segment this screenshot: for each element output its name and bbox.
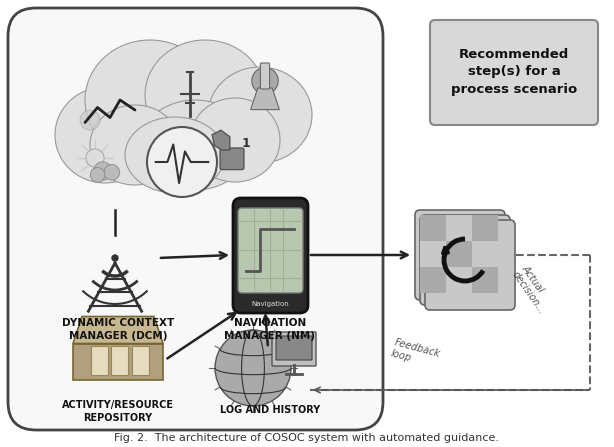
Bar — [420, 215, 446, 241]
Bar — [131, 346, 149, 375]
Text: Recommended
step(s) for a
process scenario: Recommended step(s) for a process scenar… — [451, 47, 577, 97]
Text: DYNAMIC CONTEXT
MANAGER (DCM): DYNAMIC CONTEXT MANAGER (DCM) — [62, 318, 174, 341]
Ellipse shape — [190, 98, 280, 182]
Circle shape — [86, 149, 104, 167]
Text: Fig. 2.  The architecture of COSOC system with automated guidance.: Fig. 2. The architecture of COSOC system… — [114, 433, 500, 443]
Ellipse shape — [55, 87, 155, 183]
Text: Feedback
loop: Feedback loop — [390, 337, 441, 370]
Bar — [91, 346, 108, 375]
Bar — [446, 267, 472, 293]
Circle shape — [147, 127, 217, 197]
FancyBboxPatch shape — [420, 215, 510, 305]
Polygon shape — [251, 88, 279, 110]
Text: Actual
decision...: Actual decision... — [510, 263, 556, 316]
Circle shape — [252, 67, 278, 94]
Bar — [472, 241, 498, 267]
Bar — [446, 215, 472, 241]
Ellipse shape — [140, 100, 250, 190]
Bar — [446, 241, 472, 267]
Polygon shape — [73, 343, 163, 380]
Polygon shape — [212, 130, 230, 150]
FancyBboxPatch shape — [415, 210, 505, 300]
Bar — [111, 346, 128, 375]
Ellipse shape — [208, 67, 312, 163]
Circle shape — [80, 110, 100, 130]
FancyBboxPatch shape — [425, 220, 515, 310]
Bar — [420, 241, 446, 267]
FancyBboxPatch shape — [276, 336, 312, 360]
Text: LOG AND HISTORY: LOG AND HISTORY — [220, 405, 320, 415]
Circle shape — [90, 168, 105, 182]
Text: ACTIVITY/RESOURCE
REPOSITORY: ACTIVITY/RESOURCE REPOSITORY — [62, 400, 174, 423]
FancyBboxPatch shape — [430, 20, 598, 125]
Text: 1: 1 — [242, 137, 251, 150]
FancyBboxPatch shape — [238, 208, 303, 293]
Ellipse shape — [125, 117, 225, 193]
Ellipse shape — [85, 40, 215, 160]
Bar — [472, 267, 498, 293]
Bar — [420, 267, 446, 293]
Circle shape — [215, 330, 291, 406]
Ellipse shape — [145, 40, 265, 150]
Text: NAVIGATION
MANAGER (NM): NAVIGATION MANAGER (NM) — [225, 318, 316, 341]
FancyBboxPatch shape — [220, 148, 244, 169]
Circle shape — [94, 162, 112, 180]
Text: Navigation: Navigation — [251, 301, 289, 307]
Circle shape — [112, 255, 118, 261]
FancyBboxPatch shape — [272, 332, 316, 366]
Bar — [472, 215, 498, 241]
FancyBboxPatch shape — [233, 198, 308, 313]
Circle shape — [104, 164, 120, 180]
FancyBboxPatch shape — [8, 8, 383, 430]
Polygon shape — [73, 316, 163, 343]
Ellipse shape — [90, 105, 180, 185]
FancyBboxPatch shape — [260, 63, 270, 89]
